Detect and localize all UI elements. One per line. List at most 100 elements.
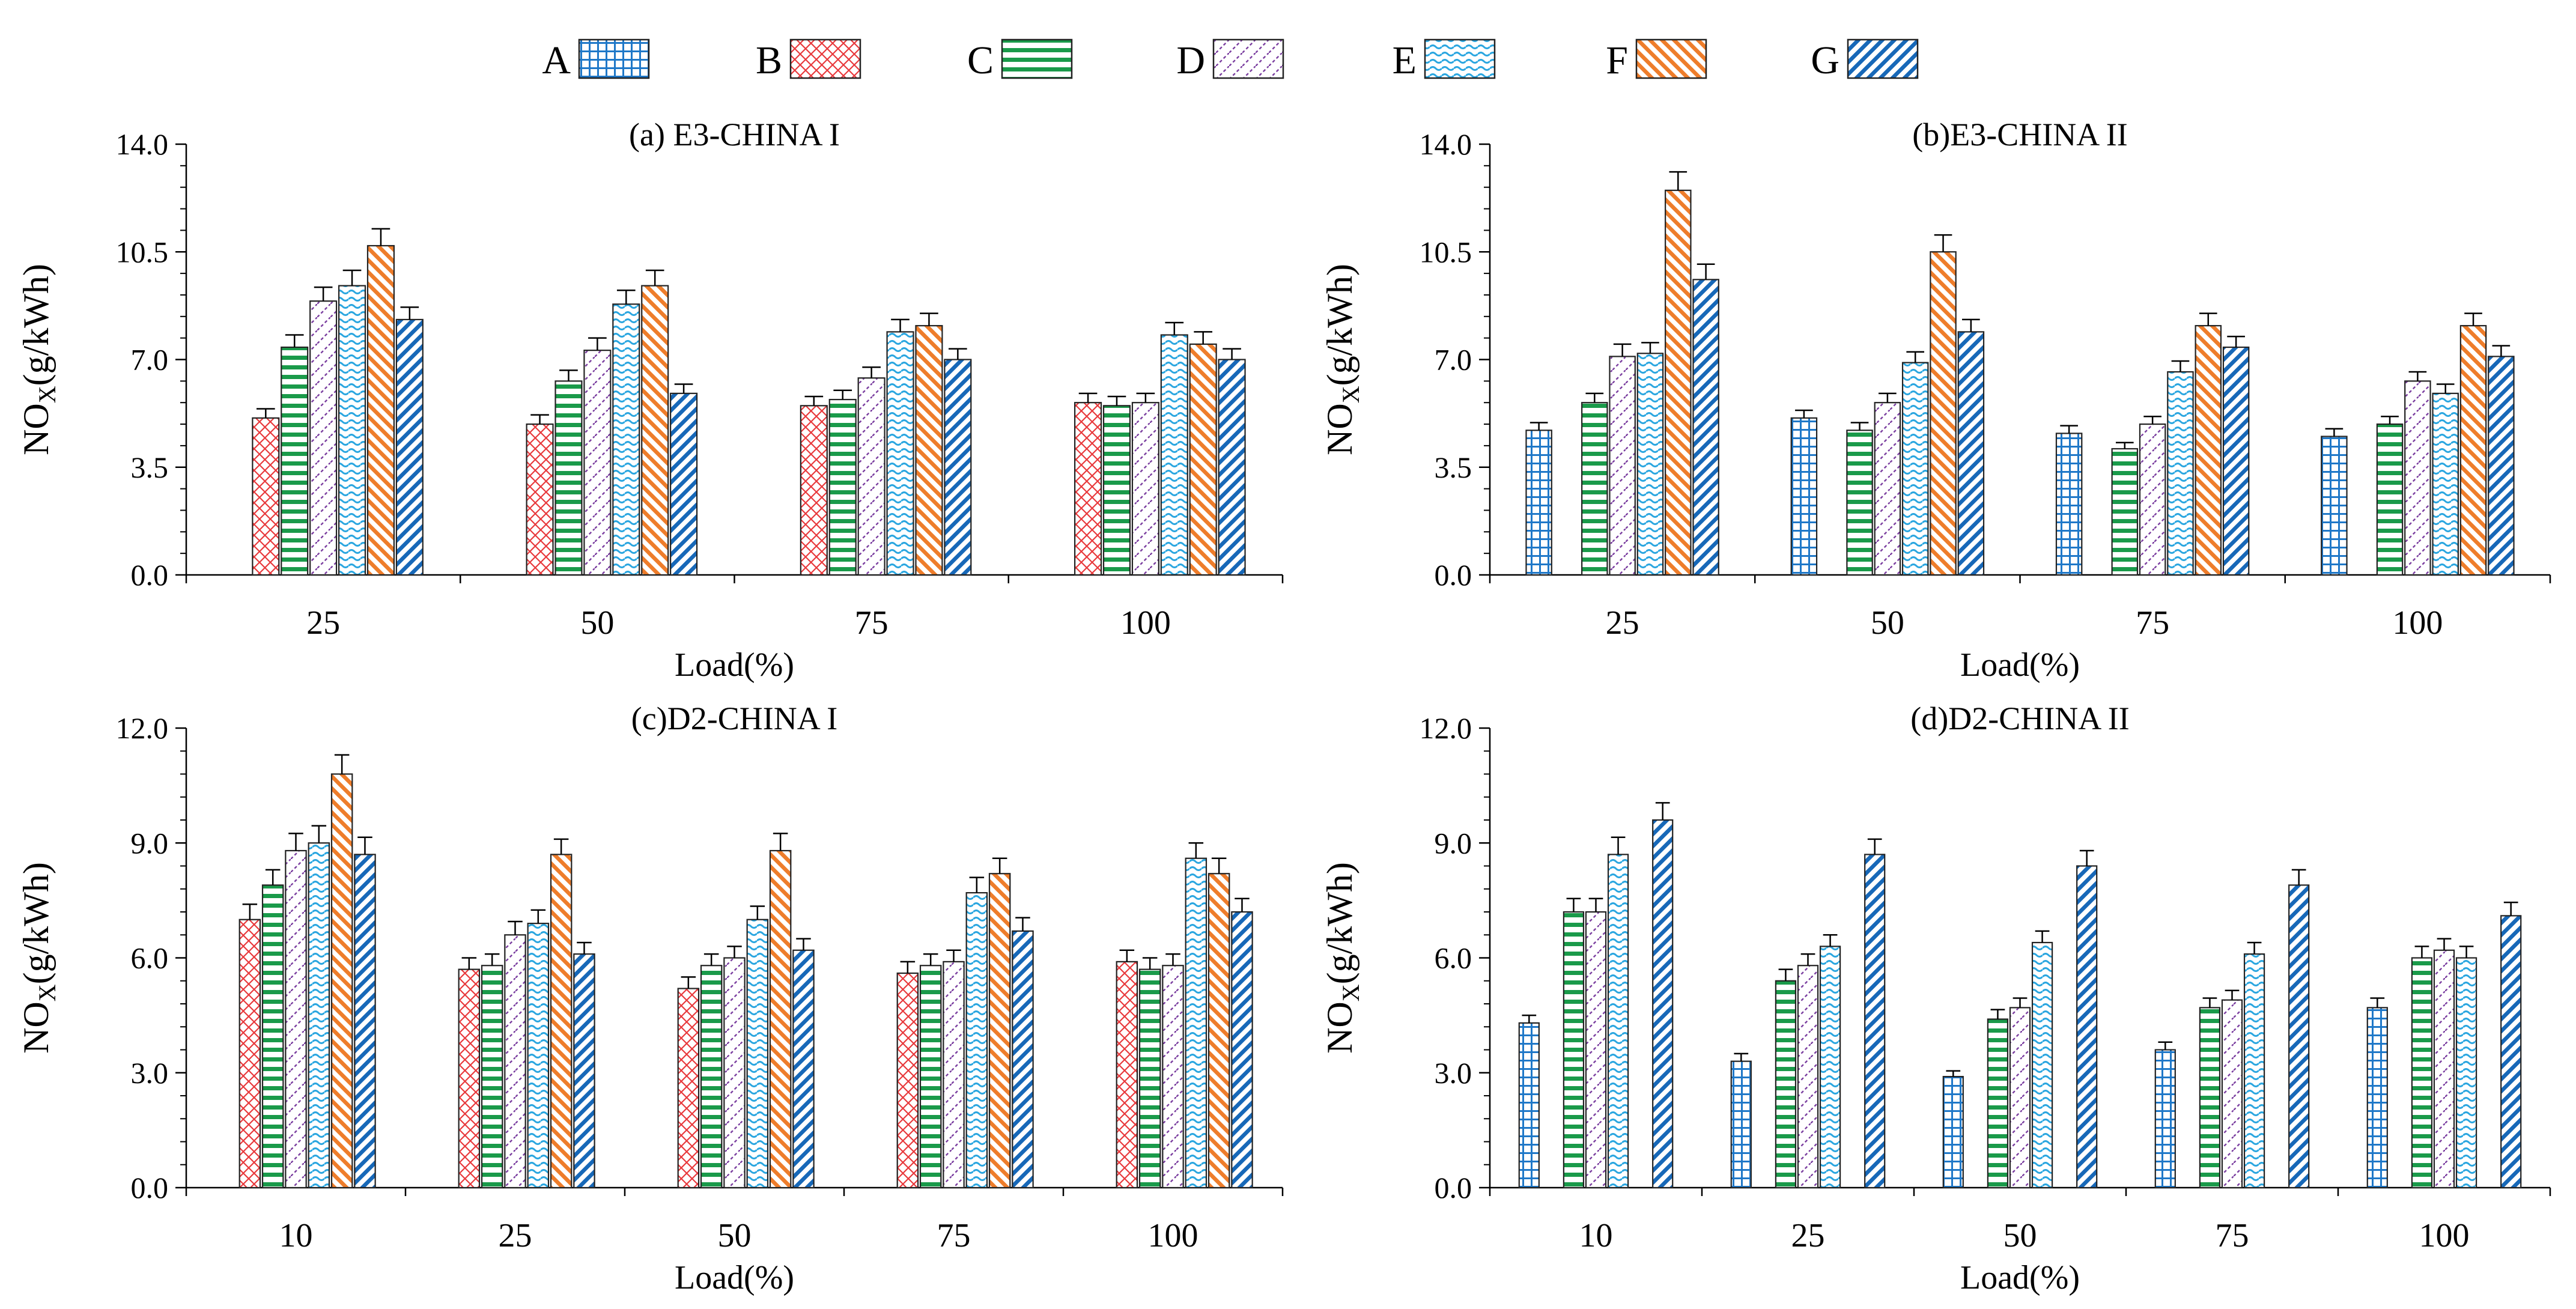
- error-bar-D-75: [862, 366, 881, 378]
- error-bar-C-50: [1850, 422, 1869, 431]
- bar-E-75: [2243, 953, 2265, 1189]
- x-tick-label: 25: [306, 604, 340, 642]
- x-axis-title: Load(%): [1960, 1259, 2080, 1296]
- bar-D-50: [1874, 402, 1901, 576]
- bar-B-25: [252, 417, 280, 576]
- x-tick-label: 25: [1791, 1217, 1825, 1254]
- error-bar-E-100: [1165, 321, 1184, 335]
- error-bar-D-50: [2012, 997, 2028, 1008]
- error-bar-B-10: [242, 904, 258, 920]
- bar-F-25: [1665, 189, 1692, 576]
- bar-B-75: [800, 405, 828, 576]
- error-bar-B-100: [1078, 392, 1098, 403]
- bar-F-50: [769, 849, 792, 1189]
- legend-label-C: C: [967, 38, 994, 82]
- y-tick-label: 14.0: [1420, 127, 1472, 161]
- legend-label-G: G: [1811, 38, 1839, 82]
- y-axis-title: NOX(g/kWh): [16, 862, 61, 1054]
- bar-D-50: [2009, 1007, 2031, 1189]
- x-tick-label: 75: [2136, 604, 2169, 642]
- bar-A-75: [2154, 1049, 2176, 1189]
- legend-swatch-F: [1635, 38, 1707, 79]
- error-bar-D-100: [1136, 392, 1155, 403]
- bar-B-75: [896, 972, 919, 1189]
- bar-G-50: [670, 392, 698, 576]
- bar-B-100: [1116, 961, 1138, 1189]
- error-bar-F-50: [773, 833, 788, 851]
- bar-E-50: [746, 919, 769, 1189]
- bar-F-100: [1189, 343, 1217, 576]
- error-bar-F-50: [645, 269, 664, 286]
- bar-D-25: [1797, 965, 1819, 1189]
- legend-swatch-B: [789, 38, 861, 79]
- y-tick-label: 0.0: [1435, 558, 1472, 592]
- bar-G-25: [395, 318, 424, 576]
- bar-G-100: [2488, 356, 2515, 576]
- error-bar-C-100: [2381, 415, 2399, 425]
- error-bar-A-10: [1522, 1014, 1537, 1023]
- error-bar-E-100: [2436, 383, 2455, 393]
- chart-panel-4: 0.0 3.0 6.0 9.0 12.0 10 25 50 75 100 (d)D2-CHINA I…: [1320, 700, 2551, 1296]
- error-bar-D-75: [2225, 989, 2240, 1000]
- x-tick-label: 100: [1120, 604, 1171, 642]
- y-tick-label: 6.0: [131, 941, 169, 975]
- error-bar-C-25: [1778, 968, 1793, 981]
- chart-title: (d)D2-CHINA II: [1910, 700, 2129, 737]
- error-bar-B-75: [900, 961, 916, 973]
- bar-D-100: [1162, 965, 1184, 1189]
- error-bar-D-75: [946, 949, 961, 962]
- error-bar-E-25: [342, 269, 362, 286]
- error-bar-E-75: [969, 876, 985, 893]
- bar-C-25: [1581, 402, 1608, 576]
- x-tick-label: 100: [2392, 604, 2443, 642]
- legend-label-B: B: [756, 38, 782, 82]
- error-bar-D-50: [588, 337, 607, 351]
- error-bar-D-25: [1613, 343, 1632, 357]
- error-bar-B-25: [461, 957, 477, 970]
- bar-A-25: [1525, 430, 1552, 576]
- bar-F-100: [2459, 325, 2487, 576]
- error-bar-E-50: [616, 290, 636, 305]
- y-tick-label: 14.0: [116, 127, 169, 161]
- error-bar-B-75: [804, 395, 824, 406]
- bar-D-75: [2221, 999, 2243, 1189]
- bar-F-25: [366, 244, 395, 576]
- error-bar-D-75: [2143, 415, 2161, 425]
- error-bar-C-50: [559, 369, 578, 381]
- bar-A-100: [2321, 436, 2348, 576]
- error-bar-G-100: [1223, 348, 1241, 360]
- bar-E-100: [2455, 957, 2477, 1189]
- error-bar-F-75: [920, 312, 938, 326]
- x-tick-label: 50: [2003, 1217, 2037, 1254]
- x-tick-label: 50: [1871, 604, 1904, 642]
- x-axis-title: Load(%): [1960, 646, 2080, 684]
- bar-C-50: [554, 380, 583, 576]
- bar-G-10: [1652, 819, 1674, 1189]
- error-bar-E-50: [1906, 351, 1925, 363]
- y-tick-label: 6.0: [1435, 941, 1472, 975]
- bar-E-25: [527, 923, 550, 1189]
- bar-G-25: [1864, 854, 1886, 1189]
- error-bar-G-75: [2227, 335, 2245, 348]
- x-tick-label: 10: [1579, 1217, 1613, 1254]
- chart-title: (b)E3-CHINA II: [1912, 117, 2127, 153]
- chart-panel-1: 0.0 3.5 7.0 10.5 14.0 25 50 75 100 (a) E3-CHINA I…: [16, 117, 1284, 684]
- bar-F-75: [2195, 325, 2222, 576]
- error-bar-C-75: [833, 389, 852, 400]
- error-bar-G-75: [1015, 917, 1030, 931]
- x-tick-label: 50: [718, 1217, 752, 1254]
- y-tick-label: 0.0: [131, 558, 169, 592]
- error-bar-A-75: [2060, 425, 2078, 434]
- y-tick-label: 9.0: [1435, 826, 1472, 860]
- legend-label-A: A: [542, 38, 571, 82]
- bar-C-100: [2411, 957, 2433, 1189]
- bar-D-100: [2433, 949, 2455, 1189]
- y-tick-label: 3.5: [1435, 451, 1472, 484]
- x-tick-label: 25: [499, 1217, 532, 1254]
- error-bar-C-10: [265, 869, 281, 885]
- error-bar-C-10: [1566, 897, 1581, 912]
- bar-D-25: [1609, 356, 1636, 576]
- error-bar-C-75: [2202, 997, 2217, 1008]
- error-bar-C-50: [1990, 1009, 2005, 1019]
- error-bar-B-50: [681, 976, 696, 989]
